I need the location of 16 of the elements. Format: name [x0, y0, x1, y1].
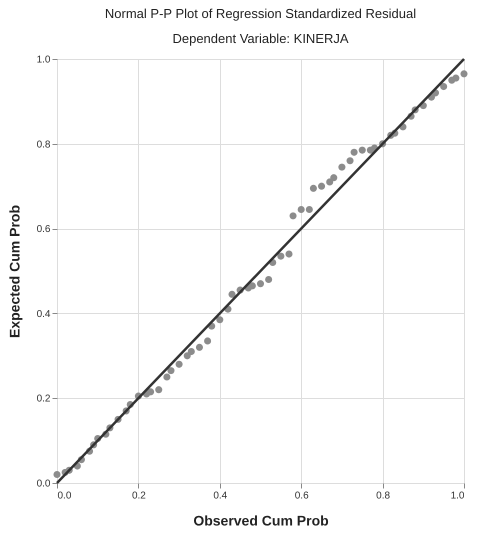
y-tick-label: 0.6 — [36, 224, 51, 236]
x-axis-title: Observed Cum Prob — [193, 512, 329, 528]
y-tick-label: 0.8 — [36, 139, 51, 150]
x-tick-label: 0.6 — [294, 490, 310, 502]
y-axis-title: Expected Cum Prob — [6, 204, 23, 338]
y-tick-label: 0.0 — [36, 478, 51, 490]
x-tick-label: 1.0 — [450, 490, 465, 502]
x-tick-label: 0.0 — [58, 490, 72, 502]
y-tick-label: 1.0 — [36, 54, 51, 66]
chart-subtitle: Dependent Variable: KINERJA — [172, 31, 349, 46]
y-tick-label: 0.2 — [36, 394, 51, 405]
x-tick-label: 0.8 — [376, 490, 390, 502]
chart-title: Normal P-P Plot of Regression Standardized Residual — [104, 6, 416, 21]
x-tick-label: 0.2 — [132, 490, 146, 502]
y-tick-label: 0.4 — [36, 308, 51, 320]
x-tick-label: 0.4 — [213, 490, 228, 502]
